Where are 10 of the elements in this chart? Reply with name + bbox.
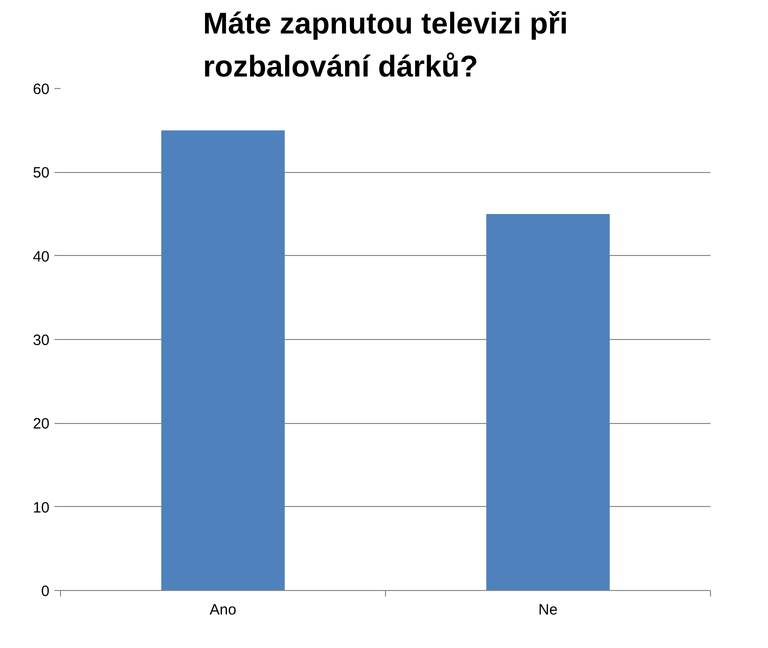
x-tick-label: Ano xyxy=(210,602,236,618)
y-tick-label: 0 xyxy=(41,583,50,600)
chart-title: Máte zapnutou televizi při rozbalování dárků? xyxy=(202,8,568,84)
y-tick-label: 60 xyxy=(32,81,50,98)
x-tick-label: Ne xyxy=(538,602,558,618)
y-tick-label: 40 xyxy=(32,248,50,266)
y-tick-label: 50 xyxy=(32,164,50,182)
y-tick-label: 20 xyxy=(32,416,50,433)
y-tick-label: 10 xyxy=(32,499,50,516)
y-tick-label: 30 xyxy=(32,332,50,349)
